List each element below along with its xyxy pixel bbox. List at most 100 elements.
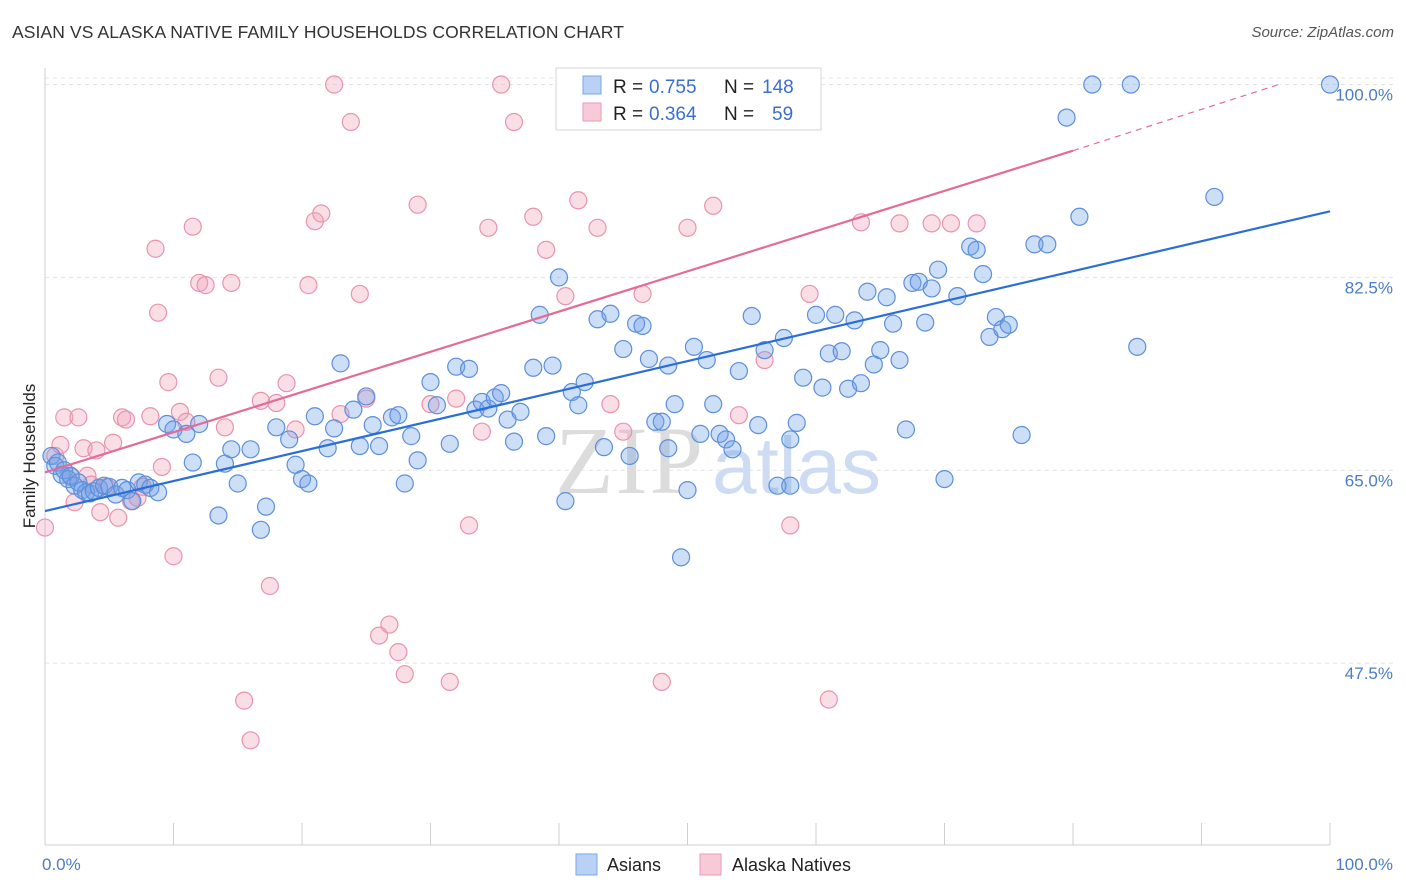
point-asians [999,315,1018,334]
point-alaska-natives [890,214,909,233]
point-asians [633,316,652,335]
point-asians [1320,75,1340,94]
point-asians [716,430,736,449]
point-asians [344,400,363,419]
point-asians [549,268,569,287]
series-asians-points [42,75,1340,567]
point-asians [267,418,286,437]
point-asians [537,427,556,446]
point-asians [813,378,832,397]
point-alaska-natives [241,731,260,750]
watermark-atlas: atlas [712,421,881,510]
point-alaska-natives [472,422,491,441]
point-alaska-natives [479,218,498,237]
y-tick-label: 100.0% [1335,86,1393,105]
watermark: ZIP atlas [555,407,881,514]
trend-line-extension [1072,83,1279,152]
point-asians [183,453,202,472]
asians-r-label: R = [613,77,643,98]
point-asians [1083,75,1102,94]
point-asians [935,469,954,489]
point-asians [241,440,260,459]
point-asians [42,446,61,466]
point-asians [928,260,948,279]
chart-source: Source: ZipAtlas.com [1251,24,1394,41]
point-alaska-natives [704,196,723,215]
point-alaska-natives [504,112,524,132]
point-asians [1128,337,1147,356]
point-alaska-natives [109,508,128,527]
alaska-r-label: R = [613,104,643,125]
point-alaska-natives [146,239,165,258]
point-alaska-natives [116,410,136,429]
point-asians [459,359,479,378]
point-alaska-natives [800,284,819,304]
point-asians [601,304,620,323]
point-asians [678,481,697,500]
point-asians [749,415,768,435]
point-asians [123,492,142,511]
asians-n-label: N = [724,77,754,98]
point-asians [896,420,916,439]
point-alaska-natives [588,218,607,237]
asians-r-value: 0.755 [649,77,697,98]
point-asians [256,497,276,516]
point-alaska-natives [922,214,941,233]
point-asians [755,341,774,360]
point-asians [691,424,710,444]
series-alaska-natives-points [35,75,986,750]
point-asians [209,506,228,525]
point-alaska-natives [55,408,74,427]
point-asians [1038,235,1057,254]
point-alaska-natives [492,75,511,94]
point-asians [222,440,241,459]
point-alaska-natives [299,276,318,295]
point-alaska-natives [286,420,305,439]
point-asians [1012,425,1031,445]
trend-line-asians [44,210,1331,513]
point-alaska-natives [556,287,575,306]
trend-line-alaska-natives [44,149,1074,474]
point-alaska-natives [152,457,172,477]
point-asians [492,384,511,403]
point-alaska-natives [341,112,360,132]
y-tick-label: 65.0% [1345,471,1393,490]
point-asians [440,434,459,453]
point-asians [363,415,382,435]
point-alaska-natives [678,218,697,237]
point-asians [575,373,594,392]
point-asians [903,273,922,293]
y-tick-label: 82.5% [1345,278,1393,297]
point-alaska-natives [941,214,961,233]
point-alaska-natives [819,690,838,709]
point-alaska-natives [614,422,633,441]
alaska-swatch [582,102,602,122]
point-alaska-natives [183,217,202,236]
point-asians [697,350,716,370]
point-alaska-natives [235,691,254,710]
point-alaska-natives [170,402,190,421]
bottom-legend-alaska-label: Alaska Natives [732,855,851,875]
point-alaska-natives [459,516,479,535]
x-tick-label-max: 100.0% [1335,855,1393,874]
x-tick-label-min: 0.0% [42,855,81,874]
point-alaska-natives [967,214,986,233]
point-alaska-natives [652,672,671,691]
stats-legend: R = 0.755 N = 148 R = 0.364 N = 59 [555,67,822,131]
point-asians [671,548,691,567]
point-alaska-natives [569,191,588,210]
point-alaska-natives [380,615,399,634]
point-asians [280,430,299,449]
point-asians [806,305,826,324]
bottom-legend-alaska-swatch [699,853,722,876]
point-asians [877,288,896,307]
point-alaska-natives [277,374,296,393]
point-asians [305,407,324,426]
point-alaska-natives [222,273,241,293]
point-alaska-natives [389,643,408,662]
bottom-legend: Asians Alaska Natives [575,853,851,876]
point-asians [916,313,935,332]
point-asians [524,358,543,377]
bottom-legend-asians-label: Asians [607,855,661,875]
point-alaska-natives [440,672,459,691]
